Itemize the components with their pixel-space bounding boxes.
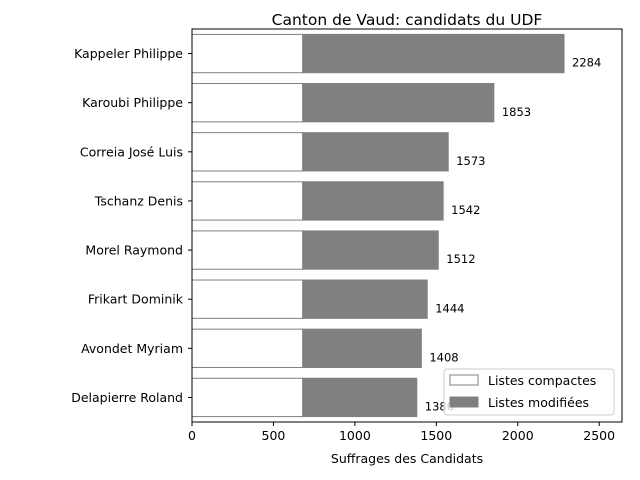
chart-title: Canton de Vaud: candidats du UDF <box>272 11 543 29</box>
bar-listes-compactes-morel-raymond <box>191 230 304 270</box>
data-label-morel-raymond: 1512 <box>446 252 475 266</box>
y-tick-label-delapierre-roland: Delapierre Roland <box>71 390 183 405</box>
plot-frame <box>191 28 623 423</box>
y-tick-label-correia-jose-luis: Correia José Luis <box>80 144 183 159</box>
data-label-tschanz-denis: 1542 <box>451 203 480 217</box>
data-label-frikart-dominik: 1444 <box>435 301 464 315</box>
x-axis-label: Suffrages des Candidats <box>331 451 483 466</box>
legend-frame <box>443 368 615 416</box>
bar-listes-modifiees-avondet-myriam <box>302 328 422 368</box>
y-tick-label-avondet-myriam: Avondet Myriam <box>81 341 183 356</box>
y-tick-label-tschanz-denis: Tschanz Denis <box>94 193 183 208</box>
y-tick-label-frikart-dominik: Frikart Dominik <box>88 292 184 307</box>
bar-listes-modifiees-tschanz-denis <box>302 181 444 221</box>
bar-listes-compactes-frikart-dominik <box>191 279 304 319</box>
bar-listes-modifiees-delapierre-roland <box>302 377 418 418</box>
x-tick-label-1000: 1000 <box>339 428 371 443</box>
legend-label-listes-compactes: Listes compactes <box>488 373 596 388</box>
x-tick-label-0: 0 <box>188 428 196 443</box>
bar-listes-modifiees-correia-jose-luis <box>302 132 449 172</box>
data-label-karoubi-philippe: 1853 <box>502 105 531 119</box>
bar-listes-compactes-tschanz-denis <box>191 181 304 221</box>
legend-swatch-listes-compactes <box>449 374 479 386</box>
y-tick-label-kappeler-philippe: Kappeler Philippe <box>74 46 183 61</box>
data-label-kappeler-philippe: 2284 <box>572 56 601 70</box>
bar-listes-modifiees-kappeler-philippe <box>302 33 565 74</box>
legend-label-listes-modifiees: Listes modifiées <box>488 395 589 410</box>
bar-listes-compactes-correia-jose-luis <box>191 132 304 172</box>
y-tick-label-morel-raymond: Morel Raymond <box>85 243 183 258</box>
legend: Listes compactes Listes modifiées <box>443 368 615 416</box>
y-tick-label-karoubi-philippe: Karoubi Philippe <box>82 95 183 110</box>
bars <box>191 33 565 418</box>
bar-listes-compactes-kappeler-philippe <box>191 33 304 74</box>
x-tick-label-2500: 2500 <box>583 428 615 443</box>
y-axis: Kappeler Philippe Karoubi Philippe Correia… <box>71 46 192 405</box>
x-axis: 0 500 1000 1500 2000 2500 <box>188 422 615 443</box>
bar-listes-modifiees-morel-raymond <box>302 230 439 270</box>
bar-listes-compactes-karoubi-philippe <box>191 83 304 123</box>
x-tick-label-2000: 2000 <box>502 428 534 443</box>
bar-listes-modifiees-frikart-dominik <box>302 279 428 319</box>
data-label-correia-jose-luis: 1573 <box>456 154 485 168</box>
bar-listes-modifiees-karoubi-philippe <box>302 83 495 123</box>
x-tick-label-1500: 1500 <box>420 428 452 443</box>
bar-listes-compactes-delapierre-roland <box>191 377 304 418</box>
x-tick-label-500: 500 <box>262 428 286 443</box>
bar-listes-compactes-avondet-myriam <box>191 328 304 368</box>
legend-swatch-listes-modifiees <box>449 396 479 408</box>
data-label-avondet-myriam: 1408 <box>429 350 458 364</box>
